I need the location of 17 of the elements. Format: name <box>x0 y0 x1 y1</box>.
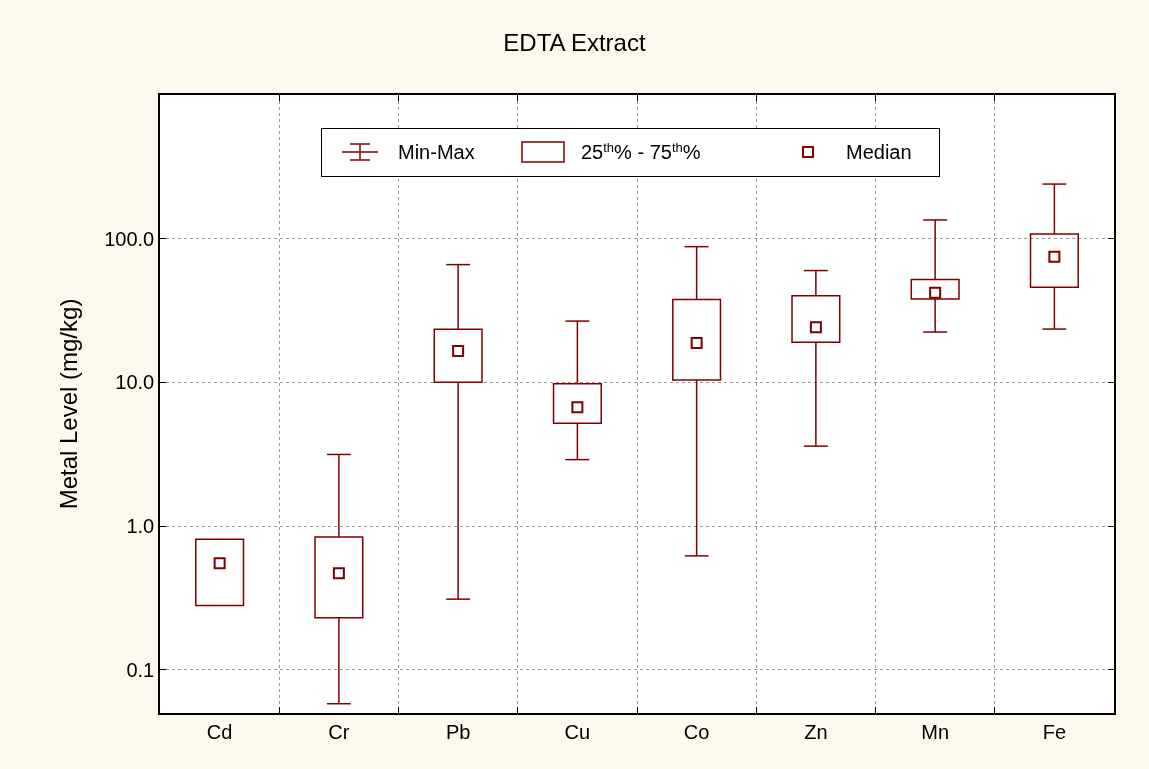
x-tick-label: Cd <box>206 720 233 743</box>
x-tick-label: Cu <box>564 720 591 743</box>
y-tick-label: 100.0 <box>104 227 155 250</box>
y-tick-label: 1.0 <box>126 515 155 538</box>
x-tick-label: Co <box>683 720 710 743</box>
x-tick-label: Pb <box>445 720 471 743</box>
annotation: 25$^{th}$% - 75$^{th}$% <box>581 140 701 163</box>
annotation: Min-Max <box>398 141 475 163</box>
y-tick-label: 10.0 <box>115 371 155 394</box>
x-tick-label: Zn <box>804 720 828 743</box>
x-tick-label: Mn <box>921 720 950 743</box>
x-tick-label: Fe <box>1042 720 1067 743</box>
y-axis-title: Metal Level (mg/kg) <box>54 298 82 510</box>
chart-title: EDTA Extract <box>503 29 646 57</box>
x-tick-label: Cr <box>328 720 350 743</box>
y-tick-label: 0.1 <box>126 658 155 681</box>
annotation: Median <box>846 141 912 163</box>
